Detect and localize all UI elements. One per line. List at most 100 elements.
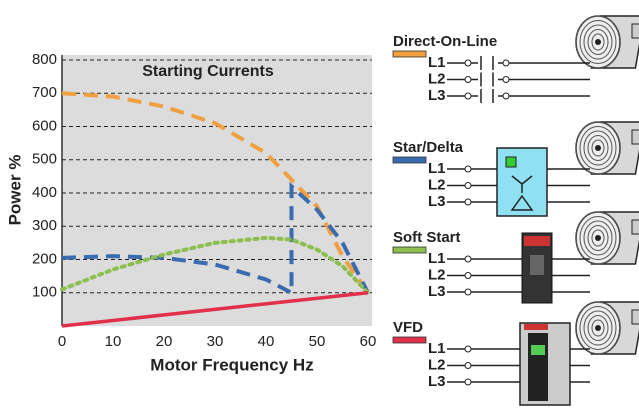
motor-fin: [579, 216, 617, 260]
y-axis-label: Power %: [5, 155, 24, 226]
motor-shaft: [595, 325, 601, 331]
motor-fin: [583, 130, 613, 166]
terminal: [464, 198, 472, 206]
x-tick-label: 40: [258, 333, 275, 350]
terminal: [502, 92, 510, 100]
chart-title: Starting Currents: [142, 63, 274, 80]
plot-area: [62, 55, 372, 326]
y-tick-label: 100: [32, 284, 57, 301]
motor-fin: [579, 126, 617, 170]
motor-icon: [575, 121, 639, 175]
legend-swatch: [392, 156, 427, 164]
legend-label: Soft Start: [393, 229, 461, 246]
contact-gap: [478, 75, 498, 84]
motor-fin: [591, 229, 605, 247]
star-symbol: [511, 175, 533, 193]
terminal: [502, 59, 510, 67]
vfd-top: [524, 324, 548, 330]
phase-label: L1: [428, 160, 446, 177]
legend-label: VFD: [393, 319, 423, 336]
series-line: [61, 91, 370, 294]
y-tick-label: 300: [32, 217, 57, 234]
x-tick-label: 50: [309, 333, 326, 350]
terminal: [464, 288, 472, 296]
series-line: [61, 181, 370, 297]
legend-label: Direct-On-Line: [393, 33, 497, 50]
motor-fin: [575, 15, 621, 69]
terminal: [464, 165, 472, 173]
terminal: [464, 255, 472, 263]
legend-label: Star/Delta: [393, 139, 464, 156]
contact-gap: [478, 92, 498, 100]
phase-label: L3: [428, 87, 446, 104]
contact-gap: [478, 59, 498, 67]
phase-label: L3: [428, 193, 446, 210]
terminal: [464, 345, 472, 353]
motor-fin: [587, 315, 609, 341]
x-axis-label: Motor Frequency Hz: [150, 355, 313, 374]
motor-fin: [583, 220, 613, 256]
motor-shaft: [595, 39, 601, 45]
motor-shaft: [595, 145, 601, 151]
y-tick-label: 500: [32, 151, 57, 168]
x-tick-label: 0: [58, 333, 66, 350]
motor-fin: [587, 225, 609, 251]
legend-swatch: [392, 246, 427, 254]
x-tick-label: 30: [207, 333, 224, 350]
motor-fin: [579, 306, 617, 350]
motor-fin: [591, 139, 605, 157]
x-tick-label: 60: [360, 333, 377, 350]
terminal: [464, 272, 472, 279]
motor-fin: [575, 211, 621, 265]
y-tick-label: 800: [32, 51, 57, 68]
x-tick-label: 10: [105, 333, 122, 350]
terminal: [464, 362, 472, 369]
motor-fin: [583, 310, 613, 346]
motor-fin: [579, 20, 617, 64]
motor-shaft: [595, 235, 601, 241]
phase-label: L3: [428, 373, 446, 390]
motor-box: [631, 129, 639, 145]
motor-icon: [575, 301, 639, 355]
phase-label: L2: [428, 266, 446, 283]
delta-symbol: [510, 194, 534, 211]
motor-icon: [575, 15, 639, 69]
phase-label: L2: [428, 356, 446, 373]
soft-starter-panel: [530, 255, 544, 275]
y-tick-label: 700: [32, 84, 57, 101]
motor-fin: [587, 135, 609, 161]
motor-box: [631, 23, 639, 39]
series-line: [60, 235, 370, 295]
phase-label: L1: [428, 54, 446, 71]
motor-icon: [575, 211, 639, 265]
y-tick-label: 400: [32, 184, 57, 201]
phase-label: L2: [428, 176, 446, 193]
y-tick-label: 600: [32, 117, 57, 134]
terminal: [464, 92, 472, 100]
legend-swatch: [392, 336, 427, 344]
x-tick-label: 20: [156, 333, 173, 350]
motor-box: [631, 219, 639, 235]
terminal: [464, 59, 472, 67]
motor-fin: [591, 319, 605, 337]
series-line: [61, 291, 369, 328]
motor-fin: [587, 29, 609, 55]
motor-box: [631, 309, 639, 325]
y-tick-label: 200: [32, 250, 57, 267]
soft-starter-top: [524, 236, 550, 246]
motor-fin: [583, 24, 613, 60]
phase-label: L2: [428, 70, 446, 87]
terminal: [502, 76, 510, 83]
motor-fin: [575, 301, 621, 355]
terminal: [464, 378, 472, 386]
terminal: [464, 76, 472, 83]
motor-fin: [591, 33, 605, 51]
vfd-display: [531, 345, 545, 355]
star-delta-box: [496, 147, 548, 217]
vfd-front: [528, 333, 548, 401]
terminal: [464, 182, 472, 189]
motor-fin: [575, 121, 621, 175]
phase-label: L1: [428, 340, 446, 357]
phase-label: L3: [428, 283, 446, 300]
